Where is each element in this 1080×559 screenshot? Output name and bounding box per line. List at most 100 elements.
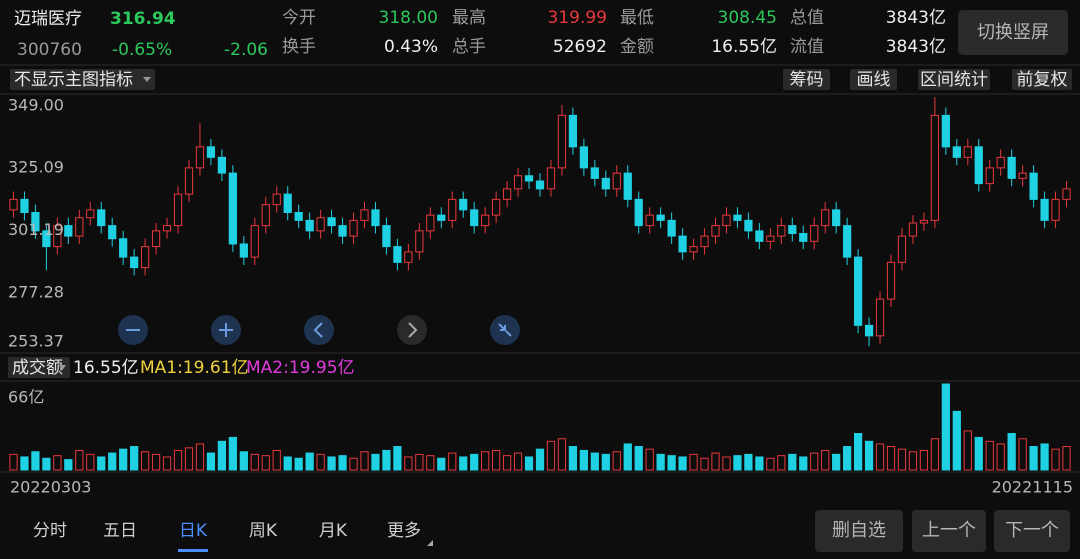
candle-body bbox=[886, 261, 896, 300]
rotate-button-bg[interactable] bbox=[958, 10, 1068, 55]
volume-bar bbox=[261, 455, 270, 471]
volume-bar bbox=[97, 456, 106, 471]
candle-body bbox=[733, 214, 742, 221]
action-button[interactable]: 下一个 bbox=[1005, 520, 1059, 541]
toolbar-button-bg[interactable] bbox=[850, 69, 897, 90]
action-button-bg[interactable] bbox=[912, 510, 986, 552]
action-button[interactable]: 删自选 bbox=[832, 520, 886, 541]
candle-body bbox=[897, 235, 907, 263]
toolbar-button[interactable]: 画线 bbox=[857, 70, 891, 90]
action-button-bg[interactable] bbox=[815, 510, 903, 552]
volume-bar bbox=[294, 457, 303, 471]
candle-body bbox=[821, 209, 830, 227]
quote-value: 3843亿 bbox=[886, 37, 946, 57]
candle-body bbox=[952, 146, 961, 158]
candle-body bbox=[250, 225, 259, 258]
volume-bar bbox=[382, 449, 391, 471]
volume-bar bbox=[316, 453, 325, 471]
volume-bar bbox=[151, 453, 161, 471]
period-tab[interactable]: 五日 bbox=[103, 521, 137, 541]
period-tab[interactable]: 更多 bbox=[387, 521, 421, 541]
candle-body bbox=[700, 235, 709, 248]
rotate-button[interactable]: 切换竖屏 bbox=[977, 22, 1049, 43]
volume-bar bbox=[557, 438, 567, 471]
candle-body bbox=[283, 193, 292, 213]
volume-indicator[interactable]: 成交额 bbox=[12, 358, 63, 378]
volume-bar bbox=[645, 448, 654, 471]
quote-value: 16.55亿 bbox=[711, 37, 777, 57]
quote-label: 流值 bbox=[790, 37, 824, 57]
period-tab[interactable]: 周K bbox=[249, 521, 278, 541]
period-tab[interactable]: 月K bbox=[319, 521, 348, 541]
action-button-bg[interactable] bbox=[994, 510, 1070, 552]
volume-bar bbox=[908, 451, 918, 471]
candle-body bbox=[393, 246, 402, 263]
move-right[interactable] bbox=[397, 315, 427, 345]
candle-body bbox=[437, 214, 446, 221]
volume-indicator-bg[interactable] bbox=[8, 357, 70, 378]
volume-bar bbox=[250, 453, 259, 471]
volume-bar bbox=[722, 456, 731, 471]
candle-body bbox=[755, 230, 764, 242]
action-button[interactable]: 上一个 bbox=[922, 520, 976, 541]
volume-bar bbox=[832, 453, 841, 471]
stock-code: 300760 bbox=[17, 40, 82, 60]
candle-body bbox=[162, 225, 172, 232]
candle-body bbox=[338, 225, 347, 237]
toolbar-button[interactable]: 筹码 bbox=[790, 70, 824, 90]
indicator-select-bg[interactable] bbox=[10, 69, 155, 90]
volume-bar bbox=[788, 453, 797, 471]
candle-body bbox=[623, 172, 632, 200]
volume-bar bbox=[371, 453, 380, 471]
volume-bar bbox=[656, 453, 665, 471]
toolbar-button[interactable]: 区间统计 bbox=[920, 70, 988, 90]
period-tab[interactable]: 分时 bbox=[33, 521, 67, 541]
y-tick-label: 277.28 bbox=[8, 283, 64, 302]
period-tab[interactable]: 日K bbox=[179, 521, 208, 541]
volume-bar bbox=[667, 455, 676, 471]
volume-bar bbox=[184, 447, 194, 471]
dropdown-arrow bbox=[143, 77, 151, 82]
y-tick-label: 325.09 bbox=[8, 157, 64, 176]
volume-bar bbox=[305, 452, 314, 471]
volume-bar bbox=[535, 448, 545, 471]
toolbar-button[interactable]: 前复权 bbox=[1017, 70, 1068, 90]
volume-bar bbox=[853, 433, 863, 471]
bottom-buttons: 删自选 上一个 下一个 bbox=[815, 510, 1070, 552]
move-left[interactable] bbox=[304, 315, 334, 345]
candle-body bbox=[42, 230, 51, 248]
volume-bar bbox=[130, 446, 139, 471]
candle-body bbox=[426, 214, 435, 232]
candle-body bbox=[1029, 172, 1038, 200]
candle-body bbox=[382, 225, 391, 248]
volume-bar bbox=[119, 448, 128, 471]
candle-body bbox=[492, 198, 501, 216]
volume-bar bbox=[349, 457, 358, 471]
candle-body bbox=[140, 246, 150, 269]
y-tick-label: 253.37 bbox=[8, 332, 64, 351]
icon bbox=[313, 322, 323, 338]
volume-bar bbox=[766, 457, 775, 471]
stock-name: 迈瑞医疗 bbox=[14, 9, 82, 29]
toolbar-button-bg[interactable] bbox=[783, 69, 830, 90]
candle-body bbox=[459, 198, 468, 211]
quote-label: 金额 bbox=[620, 37, 654, 57]
toolbar-button-bg[interactable] bbox=[1012, 69, 1072, 90]
volume-tick-label: 66亿 bbox=[8, 388, 44, 407]
volume-bar bbox=[140, 451, 150, 471]
toolbar-button-bg[interactable] bbox=[918, 69, 990, 90]
indicator-select[interactable]: 不显示主图指标 bbox=[14, 70, 133, 90]
volume-bar bbox=[733, 455, 742, 471]
volume-bar bbox=[700, 457, 709, 471]
candle-body bbox=[634, 198, 643, 227]
icon bbox=[498, 323, 512, 337]
toolbar-buttons: 筹码 画线 区间统计 前复权 bbox=[783, 69, 1072, 90]
volume-bar bbox=[864, 440, 874, 471]
candle-body bbox=[173, 193, 183, 227]
volume-bar bbox=[810, 452, 819, 471]
candle-body bbox=[64, 225, 73, 237]
candle-body bbox=[524, 175, 534, 182]
candle-body bbox=[777, 225, 786, 237]
volume-bar bbox=[415, 453, 424, 471]
